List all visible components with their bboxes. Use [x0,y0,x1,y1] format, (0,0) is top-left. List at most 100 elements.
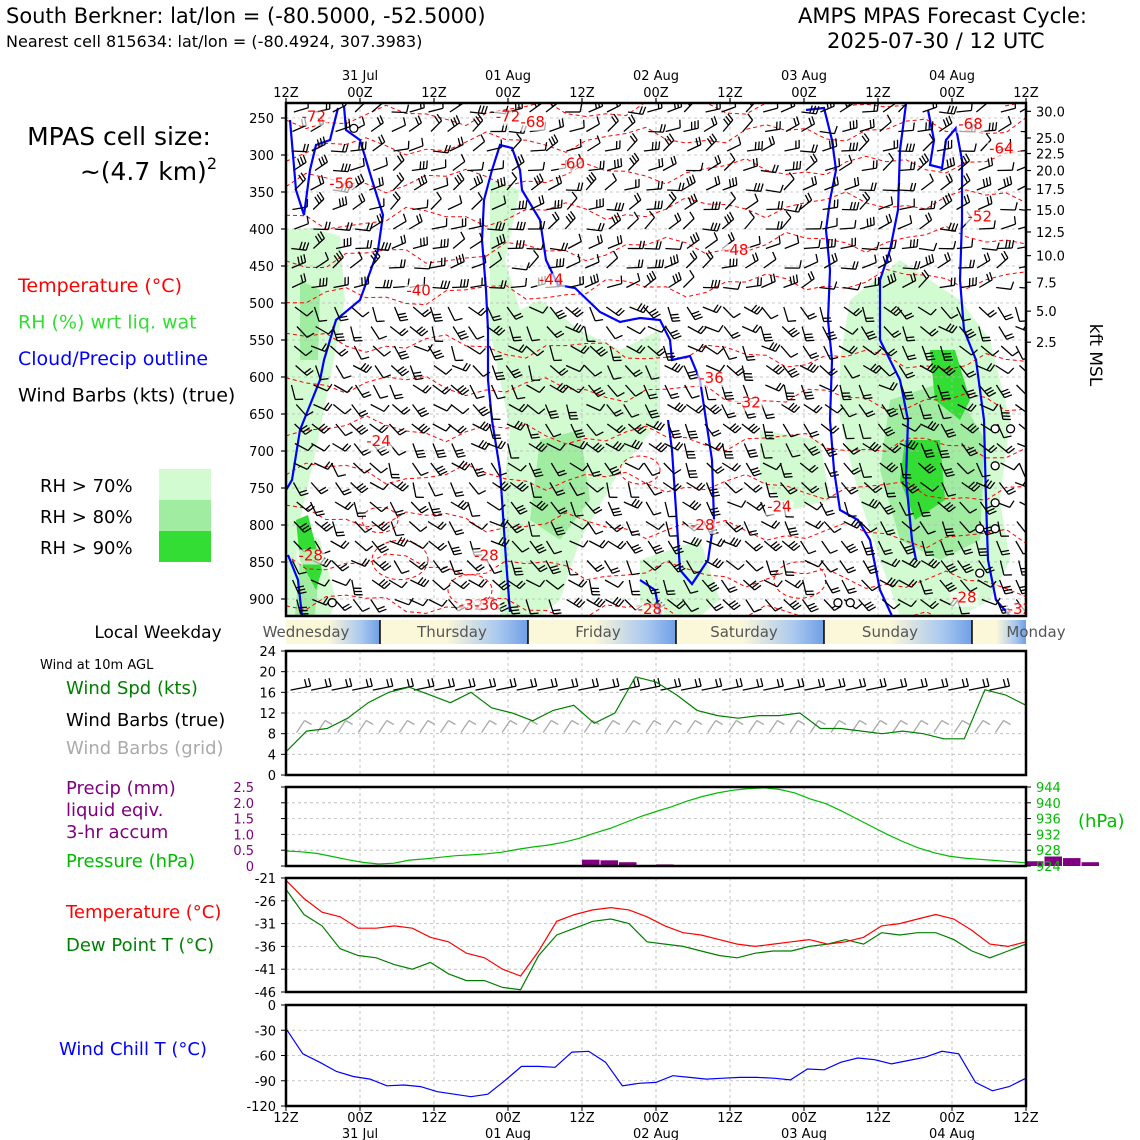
wind-barb-feather [610,567,619,572]
wind-barb-shaft [727,720,737,733]
wind-barb-feather [549,413,558,416]
wind-barb-shaft [746,501,760,511]
wind-barb-shaft [587,142,601,152]
wind-barb-feather [548,138,554,147]
wind-barb-shaft [432,286,448,290]
wind-barb-shaft [901,345,910,360]
precip-y-tick-label: 2.5 [233,781,254,796]
wind-barb-feather [361,116,366,125]
bottom-tick-label: 00Z [939,1111,965,1126]
wind-barb-feather [613,524,622,530]
wind-barb-feather [303,273,307,282]
wind-barb-shaft [664,384,673,399]
wind-barb-feather [500,441,506,450]
wind-barb-shaft [1017,442,1026,448]
wind-barb-shaft [805,160,818,171]
height-tick-label: 30.0 [1036,105,1065,120]
wind-barb-feather [771,135,776,144]
wind-barb-feather [910,600,917,608]
wind-barb-feather [499,604,507,610]
dewpoint-line [285,889,1027,991]
wind-barb-feather [696,539,702,547]
wind-barb-feather [698,484,706,491]
wind-barb-shaft [450,403,464,415]
wind-barb-feather [712,406,720,413]
wind-barb-feather [539,567,548,573]
wind-barb-feather [300,492,309,497]
wind-barb-feather [616,526,624,533]
wind-barb-feather [477,105,482,114]
wind-barb-feather [983,254,988,263]
wind-barb-shaft [624,186,640,191]
wind-barb-feather [863,476,872,479]
wind-barb-shaft [330,462,339,477]
isotherm-closed [619,455,661,485]
wind-barb-feather [969,425,977,432]
wind-barb-feather [517,421,523,430]
wind-barb-shaft [662,345,669,361]
wind-barb-shaft [901,246,917,250]
wind-barb-shaft [940,228,956,232]
wind-barb-feather [494,358,503,361]
wind-barb-feather [791,602,800,609]
wind-barb-feather [590,171,597,180]
wind-barb-shaft [350,326,356,342]
wind-barb-shaft [662,579,669,595]
wind-barb-feather [713,116,718,125]
wind-barb-shaft [310,685,332,691]
wind-barb-feather [929,467,937,474]
wind-barb-shaft [647,266,663,269]
wind-barb-feather [557,312,565,317]
wind-barb-feather [831,473,840,478]
wind-barb-feather [906,336,915,339]
wind-barb-feather [1004,394,1013,399]
wind-barb-feather [903,391,913,394]
wind-barb-shaft [507,599,513,614]
wind-barb-feather [554,526,563,530]
wind-barb-feather [511,171,518,180]
wind-barb-feather [501,222,506,231]
wind-barb-shaft [723,326,734,339]
wind-barb-feather [361,141,364,150]
precip-pressure-panel: Precip (mm)liquid eqiv.3-hr accumPressur… [66,778,1125,875]
wind-barb-feather [573,597,580,605]
temperature-line [285,879,1027,977]
wind-barb-feather [847,587,856,592]
wind-barb-feather [887,431,896,437]
wind-barb-feather [443,584,451,591]
bottom-tick-label: 12Z [421,1111,447,1126]
wind-barb-shaft [996,257,1009,269]
wind-barb-shaft [508,228,524,231]
wind-barb-feather [416,215,420,224]
wind-barb-feather [872,365,880,372]
wind-barb-feather [659,124,663,133]
wind-barb-shaft [334,306,342,322]
wind-barb-feather [575,324,582,332]
wind-barb-shaft [742,579,756,591]
wind-barb-shaft [430,198,442,210]
wind-barb-shaft [721,443,727,459]
wind-barb-feather [654,564,662,571]
wind-barb-shaft [472,365,484,377]
wind-barb-feather [495,327,503,334]
wind-barb-feather [1004,333,1013,338]
wind-barb-shaft [606,104,621,113]
wind-barb-feather [868,336,877,341]
wind-barb-feather [714,442,722,450]
top-date-label: 01 Aug [485,69,531,84]
wind-barb-shaft [646,188,662,191]
wind-barb-feather [925,122,927,131]
cross-section-legend-item: Temperature (°C) [17,275,182,297]
wind-barb-feather [1031,429,1037,434]
wind-barb-feather [973,143,977,152]
wind-barb-shaft [760,443,766,459]
wind-barb-shaft [586,462,595,477]
wind-barb-feather [345,119,348,128]
bottom-tick-label: 12Z [1013,1111,1039,1126]
wind-barb-feather [945,117,950,126]
wind-barb-feather [479,421,486,429]
wind-barb-feather [986,480,993,488]
wind-barb-shaft [447,306,456,321]
wind-barb-shaft [684,423,691,439]
wind-barb-shaft [809,720,819,733]
